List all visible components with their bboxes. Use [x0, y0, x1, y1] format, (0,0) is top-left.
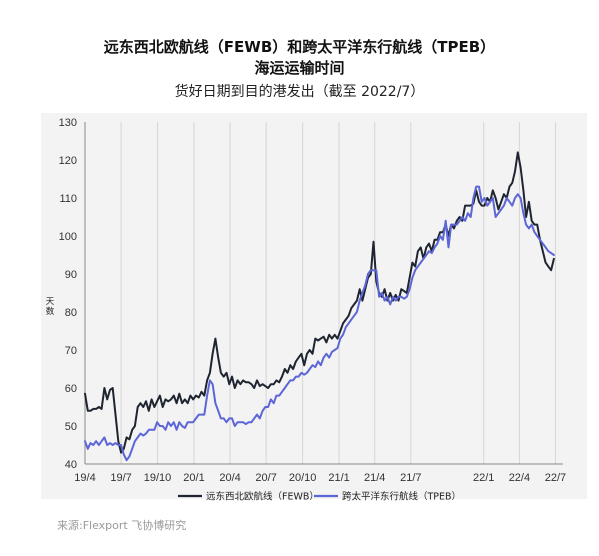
x-tick-label: 19/4	[74, 472, 95, 484]
y-tick-label: 60	[65, 383, 77, 395]
x-tick-label: 21/7	[400, 472, 421, 484]
y-tick-label: 100	[59, 231, 77, 243]
x-tick-label: 20/10	[289, 472, 317, 484]
chart-panel	[41, 113, 587, 499]
x-tick-label: 22/4	[509, 472, 530, 484]
gridlines	[84, 122, 556, 464]
chart-title-line1: 远东西北欧航线（FEWB）和跨太平洋东行航线（TPEB）	[103, 38, 496, 56]
x-tick-label: 20/7	[255, 472, 276, 484]
x-tick-label: 19/7	[110, 472, 131, 484]
x-tick-label: 22/1	[473, 472, 494, 484]
series-line-tpeb	[84, 185, 555, 462]
legend-fewb: 远东西北欧航线（FEWB）	[178, 491, 319, 503]
x-tick-label: 20/4	[219, 472, 240, 484]
chart-subtitle: 货好日期到目的港发出（截至 2022/7）	[174, 84, 425, 100]
y-tick-label: 40	[65, 459, 77, 471]
x-tick-label: 22/7	[545, 472, 566, 484]
source-note: 来源:Flexport 飞协博研究	[57, 519, 187, 532]
axes: 19/4 19/7 19/10 20/1 20/4 20/7 20/10 21/1 21/4 21…	[46, 117, 566, 484]
legend-label: 远东西北欧航线（FEWB）	[206, 491, 319, 503]
y-tick-label: 90	[65, 269, 77, 281]
y-axis-label: 天数	[46, 297, 55, 317]
legend-tpeb: 跨太平洋东行航线（TPEB）	[314, 491, 461, 503]
x-tick-label: 20/1	[183, 472, 204, 484]
y-tick-label: 120	[59, 155, 77, 167]
y-tick-label: 130	[59, 117, 77, 129]
x-tick-label: 19/10	[144, 472, 172, 484]
series-lines	[84, 151, 555, 462]
y-tick-label: 80	[65, 307, 77, 319]
legend-label: 跨太平洋东行航线（TPEB）	[342, 491, 461, 503]
x-tick-label: 21/1	[328, 472, 349, 484]
y-tick-label: 70	[65, 345, 77, 357]
x-tick-label: 21/4	[364, 472, 385, 484]
chart-title-line2: 海运运输时间	[254, 59, 345, 77]
legend: 远东西北欧航线（FEWB） 跨太平洋东行航线（TPEB）	[178, 491, 461, 503]
y-tick-label: 50	[65, 421, 77, 433]
y-tick-label: 110	[59, 193, 77, 205]
